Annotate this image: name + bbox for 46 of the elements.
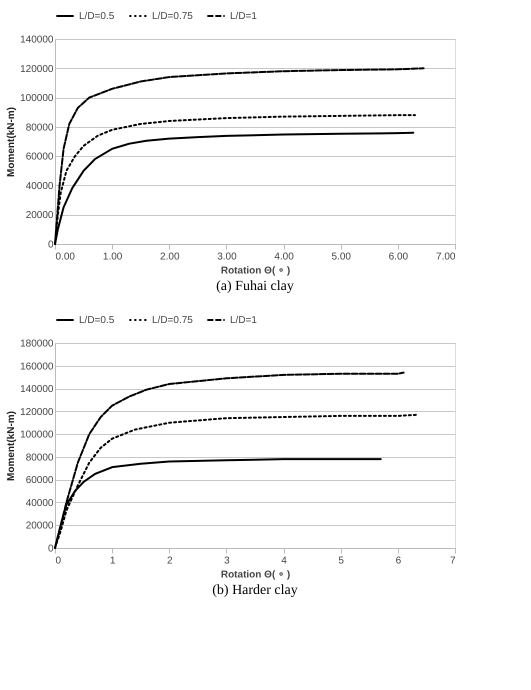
x-tick-label: 5	[338, 556, 344, 566]
x-tick-label: 1	[110, 556, 116, 566]
x-tick-label: 6	[396, 556, 402, 566]
y-tick-label: 0	[48, 240, 54, 250]
x-tick-label: 7.00	[436, 252, 456, 262]
y-tick-label: 100000	[20, 430, 54, 441]
x-tick-label: 2.00	[160, 252, 180, 262]
y-tick-label: 60000	[26, 152, 54, 163]
x-tick-label: 6.00	[388, 252, 409, 262]
text: (b) Harder clay	[212, 583, 298, 598]
x-tick-label: 4	[281, 556, 288, 566]
y-tick-label: 160000	[20, 361, 54, 372]
x-axis-title: Rotation Θ( ∘ )	[220, 266, 290, 276]
x-tick-label: 7	[450, 556, 456, 566]
y-tick-label: 140000	[20, 384, 54, 396]
legend-label: L/D=0.75	[152, 315, 194, 326]
y-tick-label: 80000	[26, 122, 54, 134]
y-axis-title: Moment(kN-m)	[6, 107, 18, 177]
text: (a) Fuhai clay	[216, 279, 294, 294]
x-tick-label: 5.00	[331, 252, 352, 262]
y-tick-label: 140000	[20, 34, 54, 46]
y-tick-label: 60000	[26, 475, 54, 486]
legend-label: L/D=1	[230, 315, 258, 326]
x-axis-title: Rotation Θ( ∘ )	[220, 570, 290, 580]
legend-label: L/D=0.5	[79, 11, 115, 22]
y-tick-label: 180000	[20, 338, 54, 350]
y-tick-label: 40000	[26, 498, 54, 509]
y-tick-label: 80000	[26, 452, 54, 464]
x-tick-label: 1.00	[102, 252, 123, 262]
legend-label: L/D=0.75	[152, 11, 194, 22]
y-tick-label: 20000	[26, 520, 54, 532]
x-tick-label: 0	[56, 556, 62, 566]
x-tick-label: 3.00	[217, 252, 238, 262]
y-tick-label: 100000	[20, 93, 54, 104]
x-tick-label: 2	[167, 556, 174, 566]
y-tick-label: 20000	[26, 210, 54, 222]
y-tick-label: 120000	[20, 406, 54, 418]
y-tick-label: 120000	[20, 64, 54, 75]
y-axis-title: Moment(kN-m)	[6, 411, 18, 481]
x-tick-label: 4.00	[274, 252, 294, 262]
y-tick-label: 0	[48, 544, 54, 554]
x-tick-label: 3	[224, 556, 230, 566]
x-tick-label: 0.00	[56, 252, 76, 262]
legend-label: L/D=1	[230, 11, 258, 22]
legend-label: L/D=0.5	[79, 315, 115, 326]
y-tick-label: 40000	[26, 180, 54, 192]
